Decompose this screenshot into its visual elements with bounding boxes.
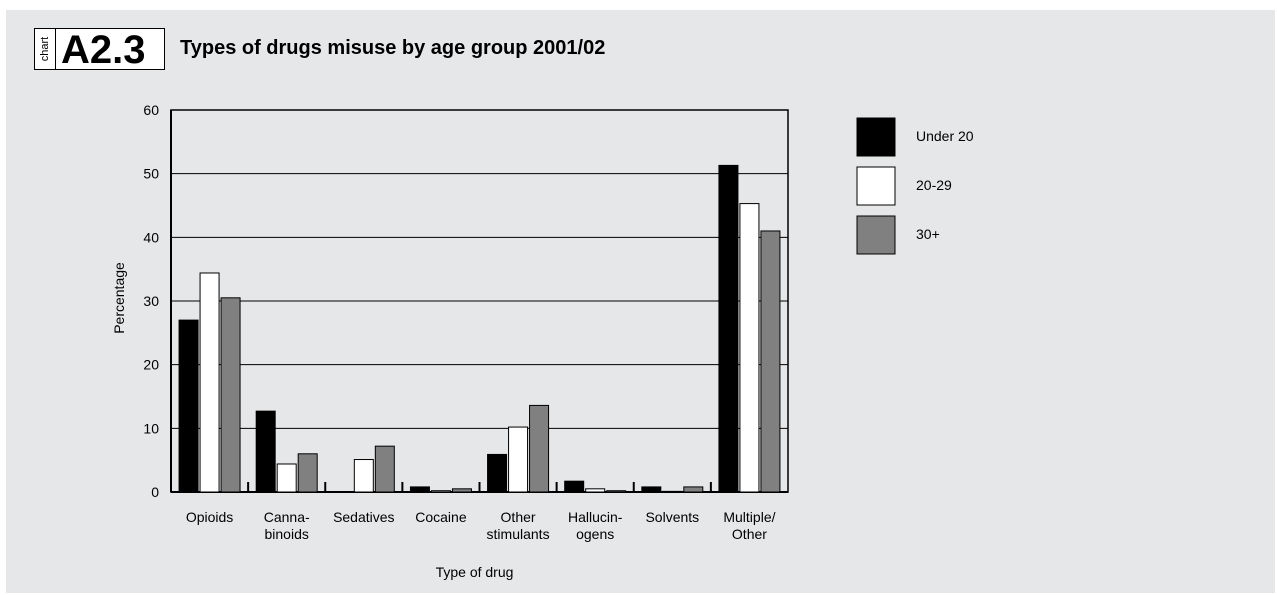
bar-1-2 xyxy=(297,453,318,493)
bar-1-1 xyxy=(276,463,297,493)
x-tick-label-0-0: Opioids xyxy=(186,509,233,525)
x-axis-label: Type of drug xyxy=(436,564,514,580)
y-tick-label-0: 0 xyxy=(151,484,159,500)
bar-5-0 xyxy=(564,480,585,493)
bar-0-1 xyxy=(199,272,220,493)
bar-3-1 xyxy=(430,490,451,493)
y-axis-label: Percentage xyxy=(111,262,127,334)
x-tick-label-4-0: Other xyxy=(501,509,536,525)
x-tick-label-7-0: Multiple/ xyxy=(723,509,775,525)
legend-swatch-1 xyxy=(856,166,896,206)
bar-7-0 xyxy=(718,164,739,493)
legend-label-1: 20-29 xyxy=(916,177,952,193)
x-tick-label-5-1: ogens xyxy=(576,526,614,542)
x-tick-label-5-0: Hallucin- xyxy=(568,509,623,525)
x-tick-label-7-1: Other xyxy=(732,526,767,542)
bar-5-2 xyxy=(606,490,627,493)
y-tick-label-10: 10 xyxy=(143,420,159,436)
x-tick-label-6-0: Solvents xyxy=(645,509,699,525)
bar-0-2 xyxy=(220,297,241,493)
chart-title: Types of drugs misuse by age group 2001/… xyxy=(180,37,606,59)
bar-7-2 xyxy=(760,230,781,493)
x-tick-label-3-0: Cocaine xyxy=(415,509,467,525)
bar-7-1 xyxy=(739,203,760,493)
y-tick-label-60: 60 xyxy=(143,102,159,118)
y-tick-label-50: 50 xyxy=(143,166,159,182)
chart-badge: chart A2.3 xyxy=(34,28,165,70)
bar-6-0 xyxy=(641,486,662,493)
bar-4-0 xyxy=(487,453,508,493)
bar-3-0 xyxy=(409,486,430,493)
y-tick-label-40: 40 xyxy=(143,229,159,245)
bar-6-1 xyxy=(662,490,683,493)
y-tick-label-20: 20 xyxy=(143,357,159,373)
bar-4-1 xyxy=(508,426,529,493)
bar-2-1 xyxy=(353,459,374,493)
legend-label-0: Under 20 xyxy=(916,128,974,144)
x-tick-label-4-1: stimulants xyxy=(487,526,550,542)
bar-2-2 xyxy=(374,445,395,493)
legend-swatch-2 xyxy=(856,215,896,255)
bar-0-0 xyxy=(178,319,199,493)
bar-1-0 xyxy=(255,410,276,493)
legend-label-2: 30+ xyxy=(916,226,940,242)
legend-swatch-0 xyxy=(856,117,896,157)
bar-6-2 xyxy=(683,486,704,493)
chart-badge-code: A2.3 xyxy=(61,28,146,72)
bar-4-2 xyxy=(529,404,550,493)
x-tick-label-1-0: Canna- xyxy=(264,509,310,525)
x-tick-label-2-0: Sedatives xyxy=(333,509,394,525)
bar-5-1 xyxy=(585,488,606,493)
bar-3-2 xyxy=(451,488,472,493)
chart-badge-tag: chart xyxy=(35,29,56,69)
y-tick-label-30: 30 xyxy=(143,293,159,309)
x-tick-label-1-1: binoids xyxy=(265,526,309,542)
